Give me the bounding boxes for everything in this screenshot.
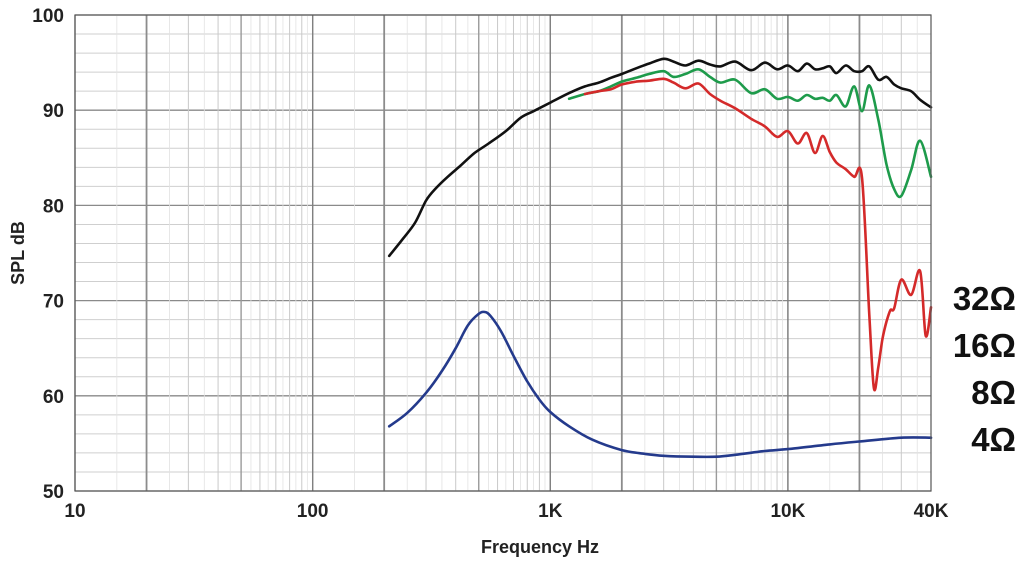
impedance-label: 32Ω [953,280,1016,317]
y-tick-label: 50 [43,482,64,503]
y-tick-label: 70 [43,292,64,313]
y-tick-label: 90 [43,101,64,122]
x-tick-label: 100 [297,501,329,522]
plot-frame [74,14,932,492]
x-axis-label: Frequency Hz [481,537,599,557]
x-tick-label: 40K [914,501,949,522]
grid [74,14,932,492]
series-group [387,57,933,459]
impedance-label: 4Ω [971,421,1016,458]
impedance-label: 8Ω [971,374,1016,411]
y-axis-label: SPL dB [8,221,28,285]
series-line-32ohm [387,57,933,258]
impedance-labels: 32Ω 16Ω 8Ω 4Ω [953,280,1016,458]
series-line-4ohm [387,310,933,459]
impedance-label: 16Ω [953,327,1016,364]
y-tick-label: 60 [43,387,64,408]
x-tick-label: 10K [770,501,805,522]
x-tick-label: 1K [538,501,563,522]
y-tick-label: 100 [32,6,64,27]
series-line-16ohm [567,67,933,199]
plot-area [75,15,931,491]
x-tick-label: 10 [64,501,85,522]
series-line-8ohm [583,77,933,392]
x-tick-labels: 10 100 1K 10K 40K [64,501,948,522]
y-tick-labels: 50 60 70 80 90 100 [32,6,64,503]
y-tick-label: 80 [43,196,64,217]
